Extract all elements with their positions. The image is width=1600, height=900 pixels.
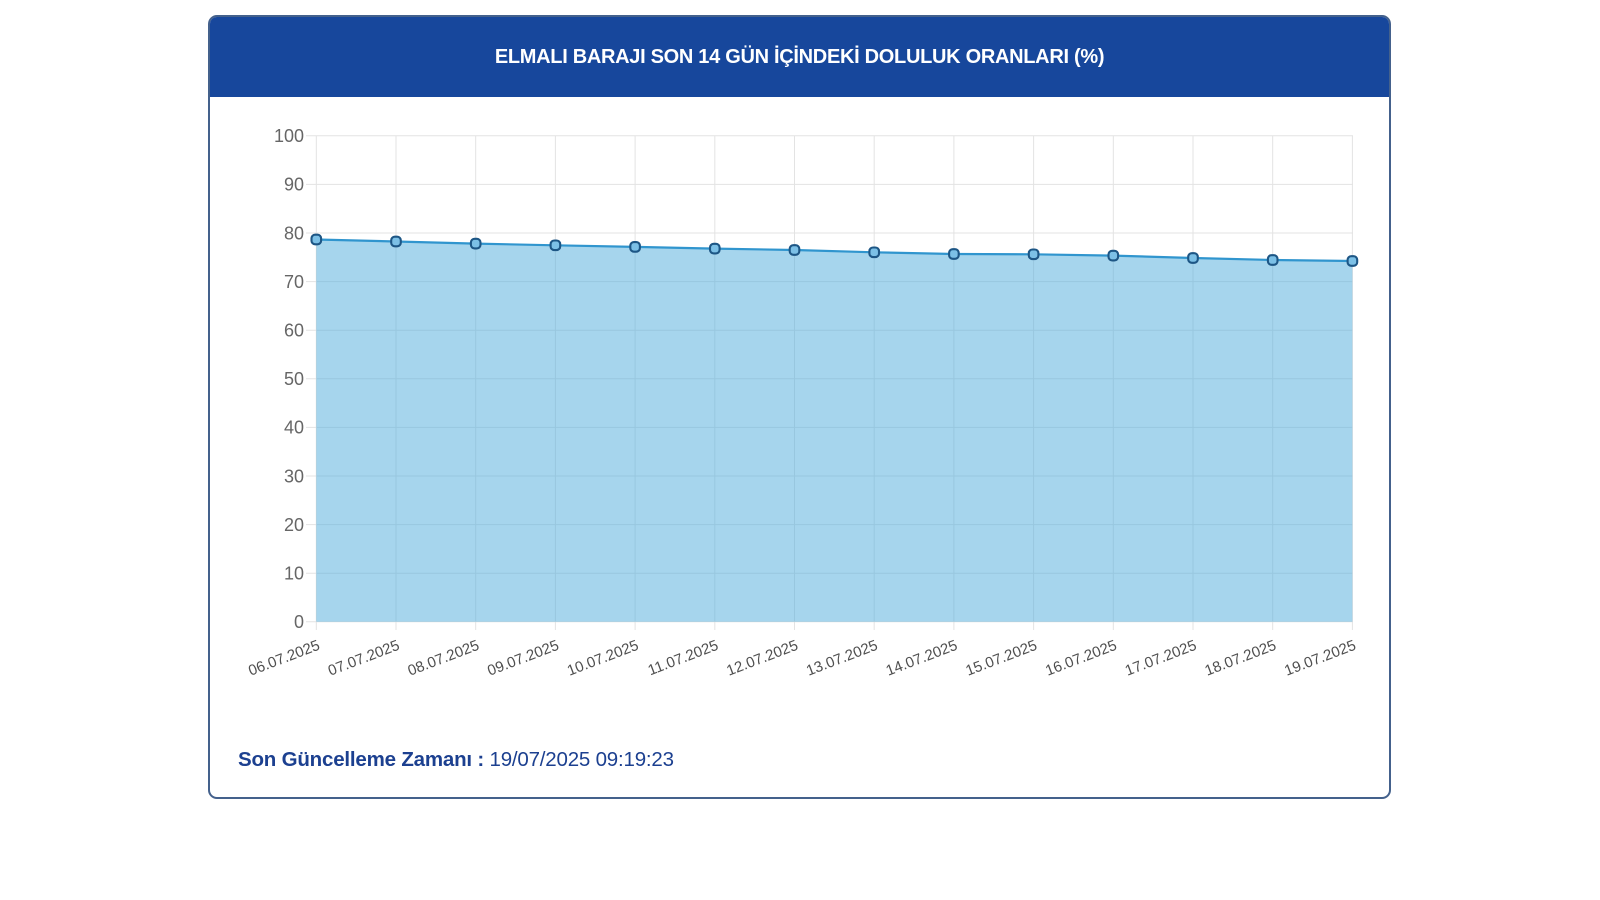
svg-text:70: 70 xyxy=(284,272,304,292)
svg-text:12.07.2025: 12.07.2025 xyxy=(724,637,800,680)
svg-text:07.07.2025: 07.07.2025 xyxy=(326,637,402,680)
svg-text:10.07.2025: 10.07.2025 xyxy=(565,637,641,680)
svg-text:80: 80 xyxy=(284,223,304,243)
svg-text:90: 90 xyxy=(284,175,304,195)
svg-text:19.07.2025: 19.07.2025 xyxy=(1282,637,1358,680)
svg-text:10: 10 xyxy=(284,564,304,584)
svg-text:15.07.2025: 15.07.2025 xyxy=(963,637,1039,680)
svg-text:0: 0 xyxy=(294,612,304,632)
svg-text:13.07.2025: 13.07.2025 xyxy=(804,637,880,680)
svg-text:50: 50 xyxy=(284,369,304,389)
svg-text:20: 20 xyxy=(284,515,304,535)
svg-text:100: 100 xyxy=(274,126,304,146)
svg-text:14.07.2025: 14.07.2025 xyxy=(884,637,960,680)
svg-text:06.07.2025: 06.07.2025 xyxy=(246,637,322,680)
svg-text:60: 60 xyxy=(284,321,304,341)
svg-text:08.07.2025: 08.07.2025 xyxy=(405,637,481,680)
svg-text:30: 30 xyxy=(284,466,304,486)
svg-text:18.07.2025: 18.07.2025 xyxy=(1202,637,1278,680)
svg-text:16.07.2025: 16.07.2025 xyxy=(1043,637,1119,680)
svg-text:17.07.2025: 17.07.2025 xyxy=(1123,637,1199,680)
svg-text:11.07.2025: 11.07.2025 xyxy=(646,637,721,679)
svg-text:09.07.2025: 09.07.2025 xyxy=(485,637,561,680)
svg-text:40: 40 xyxy=(284,418,304,438)
